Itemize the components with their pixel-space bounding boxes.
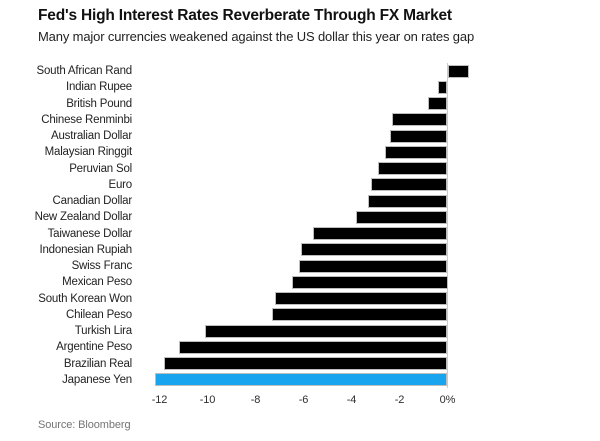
category-label: Indonesian Rupiah (39, 243, 132, 256)
bar (447, 64, 470, 78)
category-label: Taiwanese Dollar (47, 227, 133, 240)
category-label: Peruvian Sol (69, 162, 132, 175)
category-label: South African Rand (36, 65, 133, 77)
bar (428, 97, 448, 110)
category-label: Brazilian Real (63, 357, 132, 370)
category-label: Japanese Yen (62, 373, 132, 386)
category-label: Chinese Renminbi (41, 113, 132, 126)
bar (298, 259, 448, 273)
bar (389, 129, 448, 143)
category-label: Argentine Peso (56, 341, 132, 354)
bar (274, 292, 448, 305)
highlight-bar (154, 373, 448, 387)
bar (291, 275, 448, 289)
x-axis: -12 -10 -8 -6 -4 -2 0% (136, 394, 484, 408)
category-label: Swiss Franc (71, 260, 133, 272)
bar (392, 113, 448, 127)
bar (356, 210, 448, 224)
x-tick-label: 0% (439, 394, 456, 406)
bar (205, 324, 448, 338)
x-tick-label: -4 (346, 394, 357, 406)
bar (164, 357, 448, 370)
category-label: Euro (108, 178, 133, 191)
label-column: South African Rand Indian Rupee British Po… (0, 63, 133, 388)
bar (368, 194, 448, 208)
chart-subtitle: Many major currencies weakened against t… (38, 29, 475, 44)
category-label: South Korean Won (38, 292, 132, 305)
source-note: Source: Bloomberg (38, 419, 131, 431)
x-tick-label: -8 (250, 394, 261, 406)
bar (370, 178, 448, 192)
category-label: Indian Rupee (65, 81, 132, 94)
x-tick-label: -10 (199, 394, 216, 406)
category-label: British Pound (66, 97, 132, 110)
bar (272, 308, 448, 322)
category-label: Turkish Lira (74, 325, 132, 337)
bar (385, 145, 448, 159)
category-label: New Zealand Dollar (34, 211, 133, 224)
category-label: Malaysian Ringgit (44, 146, 133, 159)
zero-baseline (447, 63, 448, 388)
bar (178, 340, 448, 354)
bar (437, 80, 448, 94)
category-label: Mexican Peso (62, 276, 132, 289)
x-tick-label: -12 (151, 394, 168, 406)
bar (377, 162, 448, 175)
chart-title: Fed's High Interest Rates Reverberate Th… (38, 7, 452, 24)
category-label: Chilean Peso (65, 308, 132, 321)
bar (313, 227, 448, 240)
plot-area (136, 63, 484, 388)
x-tick-label: -6 (298, 394, 309, 406)
x-tick-label: -2 (394, 394, 405, 406)
category-label: Australian Dollar (51, 130, 132, 142)
category-label: Canadian Dollar (52, 195, 133, 207)
bar (301, 243, 448, 257)
